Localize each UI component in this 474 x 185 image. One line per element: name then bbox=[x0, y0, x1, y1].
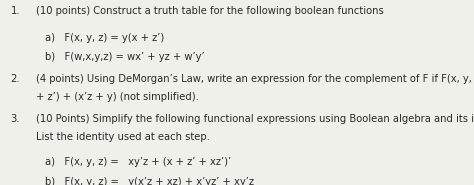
Text: a)   F(x, y, z) = y(x + z’): a) F(x, y, z) = y(x + z’) bbox=[45, 33, 164, 43]
Text: 2.: 2. bbox=[10, 74, 20, 84]
Text: 3.: 3. bbox=[10, 114, 20, 124]
Text: (10 points) Construct a truth table for the following boolean functions: (10 points) Construct a truth table for … bbox=[36, 6, 383, 16]
Text: 1.: 1. bbox=[10, 6, 20, 16]
Text: a)   F(x, y, z) =   xy’z + (x + z’ + xz’)’: a) F(x, y, z) = xy’z + (x + z’ + xz’)’ bbox=[45, 157, 231, 167]
Text: b)   F(x, y, z) =   y(x’z + xz) + x’yz’ + xy’z: b) F(x, y, z) = y(x’z + xz) + x’yz’ + xy… bbox=[45, 177, 254, 185]
Text: (10 Points) Simplify the following functional expressions using Boolean algebra : (10 Points) Simplify the following funct… bbox=[36, 114, 474, 124]
Text: b)   F(w,x,y,z) = wx’ + yz + w’y’: b) F(w,x,y,z) = wx’ + yz + w’y’ bbox=[45, 52, 205, 62]
Text: List the identity used at each step.: List the identity used at each step. bbox=[36, 132, 210, 142]
Text: (4 points) Using DeMorgan’s Law, write an expression for the complement of F if : (4 points) Using DeMorgan’s Law, write a… bbox=[36, 74, 474, 84]
Text: + z’) + (x’z + y) (not simplified).: + z’) + (x’z + y) (not simplified). bbox=[36, 92, 199, 102]
